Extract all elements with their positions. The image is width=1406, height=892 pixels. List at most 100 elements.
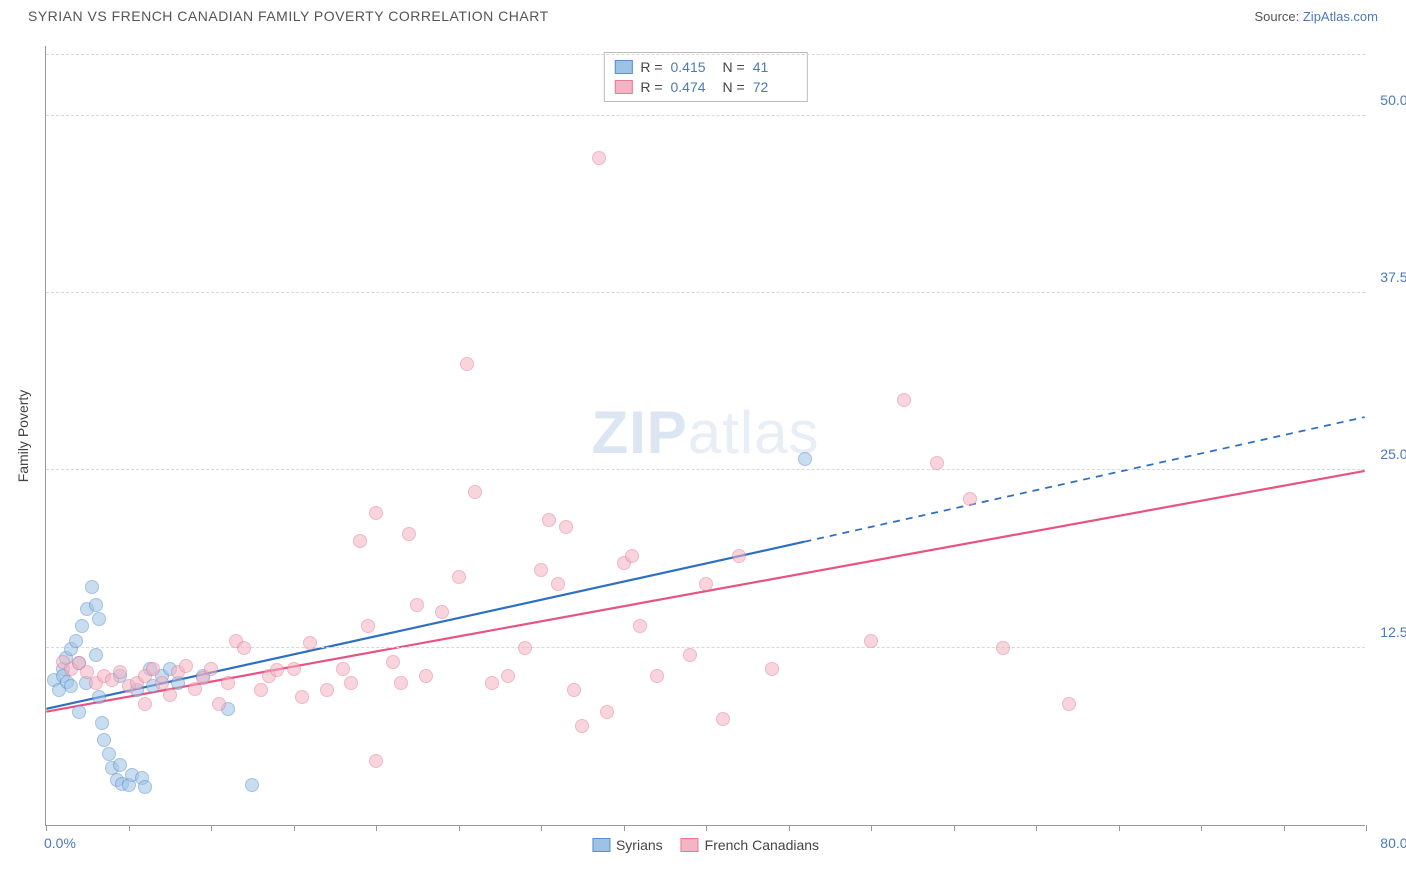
data-point (567, 683, 581, 697)
y-tick-label: 50.0% (1380, 92, 1406, 108)
data-point (270, 663, 284, 677)
gridline (46, 54, 1365, 55)
x-tick-mark (211, 825, 212, 831)
data-point (254, 683, 268, 697)
source-link[interactable]: ZipAtlas.com (1303, 9, 1378, 24)
data-point (402, 527, 416, 541)
y-tick-label: 37.5% (1380, 269, 1406, 285)
data-point (72, 705, 86, 719)
data-point (542, 513, 556, 527)
data-point (92, 690, 106, 704)
data-point (650, 669, 664, 683)
r-value-syrians: 0.415 (671, 59, 715, 75)
data-point (592, 151, 606, 165)
data-point (64, 679, 78, 693)
x-tick-mark (1366, 825, 1367, 831)
x-tick-mark (1036, 825, 1037, 831)
data-point (303, 636, 317, 650)
data-point (468, 485, 482, 499)
data-point (864, 634, 878, 648)
data-point (163, 688, 177, 702)
n-value-syrians: 41 (753, 59, 797, 75)
data-point (386, 655, 400, 669)
data-point (897, 393, 911, 407)
data-point (765, 662, 779, 676)
watermark: ZIPatlas (591, 398, 819, 467)
data-point (410, 598, 424, 612)
data-point (344, 676, 358, 690)
data-point (361, 619, 375, 633)
data-point (551, 577, 565, 591)
watermark-zip: ZIP (591, 399, 687, 466)
x-tick-mark (624, 825, 625, 831)
data-point (320, 683, 334, 697)
data-point (963, 492, 977, 506)
data-point (600, 705, 614, 719)
x-origin-label: 0.0% (44, 835, 76, 851)
data-point (85, 580, 99, 594)
data-point (69, 634, 83, 648)
y-axis-label: Family Poverty (15, 390, 31, 483)
r-value-french: 0.474 (671, 79, 715, 95)
x-tick-mark (789, 825, 790, 831)
data-point (204, 662, 218, 676)
x-tick-mark (129, 825, 130, 831)
swatch-french (614, 80, 632, 94)
data-point (633, 619, 647, 633)
x-tick-mark (706, 825, 707, 831)
data-point (336, 662, 350, 676)
gridline (46, 115, 1365, 116)
data-point (699, 577, 713, 591)
data-point (419, 669, 433, 683)
x-tick-mark (1284, 825, 1285, 831)
data-point (179, 659, 193, 673)
legend-row-syrians: R = 0.415 N = 41 (614, 57, 796, 77)
data-point (287, 662, 301, 676)
data-point (460, 357, 474, 371)
data-point (798, 452, 812, 466)
data-point (452, 570, 466, 584)
data-point (435, 605, 449, 619)
data-point (485, 676, 499, 690)
data-point (146, 662, 160, 676)
gridline (46, 292, 1365, 293)
legend-label-french: French Canadians (705, 837, 819, 853)
data-point (559, 520, 573, 534)
data-point (89, 598, 103, 612)
y-tick-label: 12.5% (1380, 624, 1406, 640)
legend-label-syrians: Syrians (616, 837, 663, 853)
source-label: Source: ZipAtlas.com (1254, 9, 1378, 24)
data-point (575, 719, 589, 733)
data-point (1062, 697, 1076, 711)
data-point (394, 676, 408, 690)
legend-item-syrians: Syrians (592, 837, 663, 853)
x-max-label: 80.0% (1380, 835, 1406, 851)
x-tick-mark (46, 825, 47, 831)
x-tick-mark (1119, 825, 1120, 831)
data-point (75, 619, 89, 633)
data-point (237, 641, 251, 655)
data-point (95, 716, 109, 730)
x-tick-mark (954, 825, 955, 831)
x-tick-mark (541, 825, 542, 831)
n-label: N = (723, 79, 745, 95)
data-point (102, 747, 116, 761)
data-point (518, 641, 532, 655)
data-point (353, 534, 367, 548)
correlation-legend: R = 0.415 N = 41 R = 0.474 N = 72 (603, 52, 807, 102)
x-tick-mark (376, 825, 377, 831)
n-value-french: 72 (753, 79, 797, 95)
data-point (138, 697, 152, 711)
data-point (716, 712, 730, 726)
data-point (625, 549, 639, 563)
data-point (732, 549, 746, 563)
data-point (534, 563, 548, 577)
x-tick-mark (294, 825, 295, 831)
r-label: R = (640, 59, 662, 75)
swatch-french-icon (681, 838, 699, 852)
x-tick-mark (1201, 825, 1202, 831)
data-point (138, 780, 152, 794)
chart-title: SYRIAN VS FRENCH CANADIAN FAMILY POVERTY… (28, 8, 549, 24)
n-label: N = (723, 59, 745, 75)
swatch-syrians-icon (592, 838, 610, 852)
